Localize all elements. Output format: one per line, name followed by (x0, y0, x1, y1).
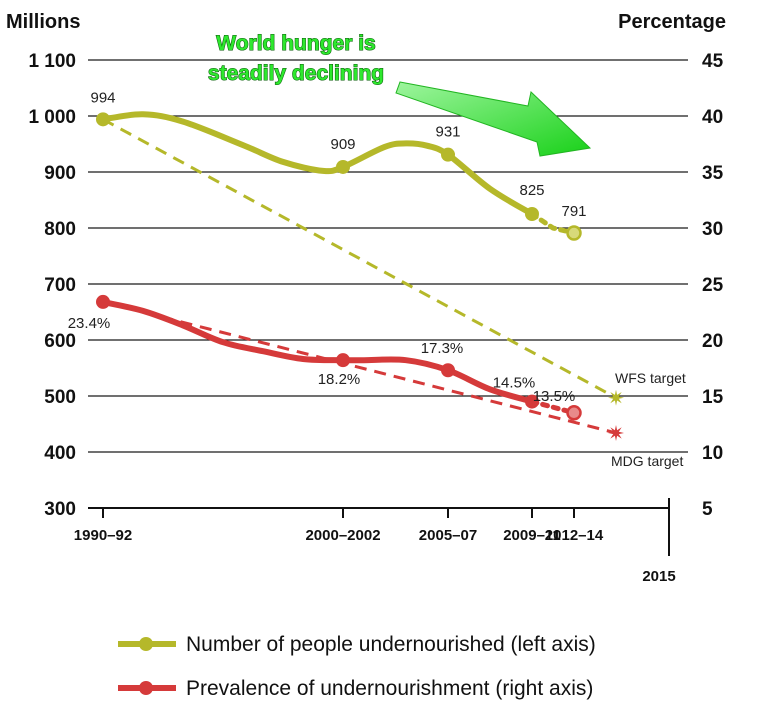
left-tick-label-300: 300 (44, 499, 76, 520)
series-line-0 (100, 111, 535, 217)
right-axis-title: Percentage (618, 11, 726, 33)
right-tick-label-40: 40 (702, 107, 723, 128)
target-labels: WFS target MDG target (611, 370, 686, 469)
series-0-marker-3 (525, 207, 539, 221)
x-tick-label-0: 1990–92 (74, 527, 132, 544)
right-tick-label-35: 35 (702, 163, 724, 184)
legend-marker-prevalence (139, 681, 153, 695)
annotation-line-1: World hunger is (216, 32, 375, 55)
right-axis-ticks: 5 10 15 20 25 30 35 40 45 (702, 51, 724, 520)
legend-label-people: Number of people undernourished (left ax… (186, 633, 596, 656)
series-0-label-2: 931 (435, 124, 460, 141)
series-0-label-1: 909 (330, 136, 355, 153)
right-tick-label-45: 45 (702, 51, 724, 72)
series-0-marker-2 (441, 147, 455, 162)
left-tick-label-900: 900 (44, 163, 76, 184)
legend: Number of people undernourished (left ax… (118, 633, 596, 700)
series-0-marker-0 (96, 112, 110, 127)
series-1-marker-3 (525, 394, 539, 409)
target-line-0 (102, 118, 617, 399)
x-tick-label-4: 2012–14 (545, 527, 604, 544)
series-0-label-0: 994 (90, 89, 115, 106)
series-0-marker-1 (336, 159, 350, 174)
left-tick-label-500: 500 (44, 387, 76, 408)
target-label-wfs: WFS target (615, 370, 686, 386)
series-1-marker-2 (441, 363, 455, 378)
x-tick-label-2015: 2015 (642, 568, 675, 585)
series-group: 994 909 931 825 791 23.4% 18.2% 17.3% 14.5%13.5% (68, 89, 587, 421)
series-1-label-3: 14.5% (493, 375, 536, 392)
series-1-marker-0 (96, 294, 110, 309)
right-tick-label-15: 15 (702, 387, 724, 408)
x-tick-label-2: 2005–07 (419, 527, 477, 544)
right-tick-label-5: 5 (702, 499, 713, 520)
target-star-0 (608, 389, 624, 406)
series-1-label-1: 18.2% (318, 371, 361, 388)
trend-arrow (395, 81, 592, 157)
target-star-1 (608, 425, 624, 441)
legend-label-prevalence: Prevalence of undernourishment (right ax… (186, 677, 593, 700)
left-axis-ticks: 300 400 500 600 700 800 900 1 000 1 100 (28, 51, 76, 520)
series-1-label-4: 13.5% (533, 388, 576, 405)
left-tick-label-1100: 1 100 (28, 51, 76, 72)
series-0-label-4: 791 (561, 203, 586, 220)
annotation-line-2: steadily declining (208, 62, 384, 85)
series-1-label-0: 23.4% (68, 315, 111, 332)
left-tick-label-400: 400 (44, 443, 76, 464)
right-tick-label-10: 10 (702, 443, 723, 464)
right-tick-label-30: 30 (702, 219, 723, 240)
target-line-1 (102, 300, 617, 435)
right-tick-label-20: 20 (702, 331, 723, 352)
gridlines (88, 59, 688, 453)
x-tick-label-1: 2000–2002 (305, 527, 380, 544)
x-tick-label-3: 2009–11 (503, 527, 561, 544)
left-tick-label-600: 600 (44, 331, 76, 352)
series-1-marker-1 (336, 353, 350, 368)
left-axis-title: Millions (6, 11, 80, 33)
series-0-label-3: 825 (519, 182, 544, 199)
left-tick-label-800: 800 (44, 219, 76, 240)
series-0-marker-4 (566, 225, 582, 241)
right-tick-label-25: 25 (702, 275, 724, 296)
series-1-label-2: 17.3% (421, 340, 464, 357)
left-tick-label-1000: 1 000 (28, 107, 76, 128)
legend-marker-people (139, 637, 153, 651)
target-lines (102, 118, 624, 441)
series-1-marker-4 (566, 405, 582, 421)
left-tick-label-700: 700 (44, 275, 76, 296)
target-label-mdg: MDG target (611, 453, 683, 469)
